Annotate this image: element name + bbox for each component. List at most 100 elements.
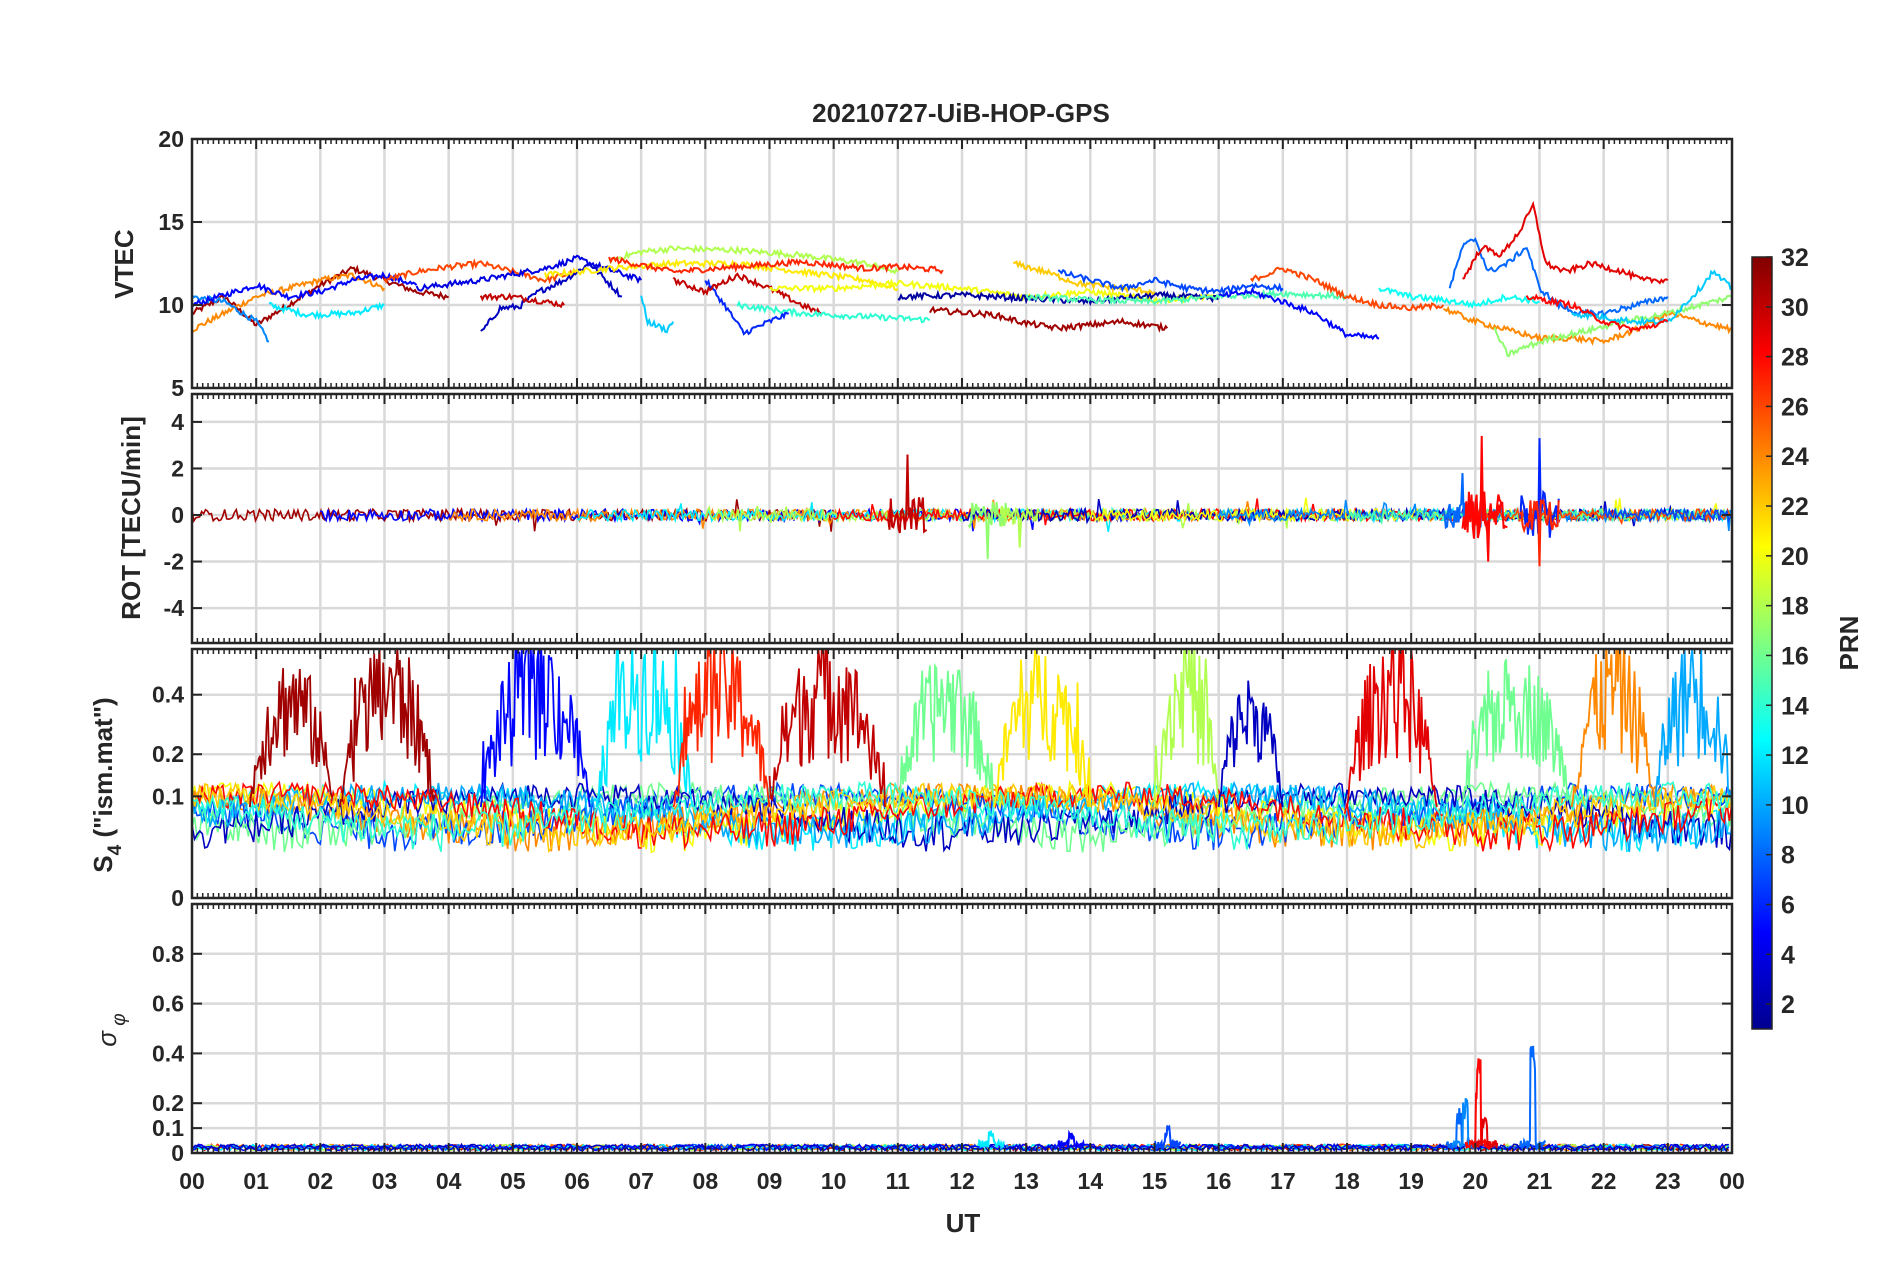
vtec-series-line [640, 295, 675, 334]
y-tick-label: 15 [158, 209, 184, 235]
s4-active-line [993, 649, 1092, 808]
rot-ticks: -4 -2 0 2 4 [164, 394, 1733, 643]
s4-active-line [1570, 649, 1656, 808]
s4-active-line [1153, 649, 1220, 808]
y-tick-label: 0.2 [152, 1090, 184, 1116]
vtec-series-line [929, 305, 1169, 333]
s4-active-line [248, 668, 333, 808]
sigma-spike [1057, 1129, 1085, 1151]
colorbar-tick-label: 32 [1781, 244, 1809, 272]
colorbar-tick-label: 4 [1781, 941, 1795, 969]
x-tick-label: 13 [1013, 1168, 1039, 1194]
x-tick-label: 21 [1527, 1168, 1553, 1194]
x-axis-label: UT [946, 1208, 981, 1238]
x-tick-label: 11 [886, 1168, 911, 1194]
chart-title: 20210727-UiB-HOP-GPS [812, 98, 1110, 128]
vtec-series [192, 200, 1732, 358]
rot-ylabel: ROT [TECU/min] [116, 416, 146, 620]
vtec-series-line [1378, 287, 1540, 310]
x-tick-label: 06 [564, 1168, 590, 1194]
vtec-ylabel: VTEC [109, 229, 139, 299]
y-tick-label: 10 [158, 292, 184, 318]
colorbar-tick-label: 2 [1781, 991, 1795, 1019]
s4-baseline-line [192, 781, 1732, 854]
vtec-series-line [1448, 237, 1669, 318]
x-tick-label: 10 [821, 1168, 847, 1194]
vtec-ticks: 5 10 15 20 [158, 126, 1733, 401]
vtec-series-line [672, 272, 822, 315]
vtec-series-line [1057, 268, 1284, 297]
x-tick-label: 00 [1719, 1168, 1745, 1194]
s4-baseline-line [192, 780, 1732, 853]
s4-active-line [1461, 658, 1573, 808]
y-tick-label: -2 [164, 549, 184, 575]
colorbar-tick-label: 24 [1781, 443, 1809, 471]
y-tick-label: -4 [164, 595, 185, 621]
x-tick-labels: 00 01 02 03 04 05 06 07 08 09 10 11 12 13 14 15 16 17 18 19… [179, 1168, 1745, 1194]
s4-active-line [1346, 649, 1438, 808]
y-tick-label: 4 [171, 409, 184, 435]
vtec-series-line [1025, 288, 1348, 306]
sigma-spike [1519, 1045, 1547, 1152]
s4-active-line [896, 662, 995, 808]
s4-ticks: 0 0.1 0.2 0.4 [152, 649, 1733, 911]
y-tick-label: 20 [158, 126, 184, 152]
vtec-series-line [543, 258, 899, 292]
y-tick-label: 0.1 [152, 1115, 184, 1141]
s4-active-line [338, 649, 436, 808]
y-tick-label: 2 [171, 455, 184, 481]
x-tick-label: 20 [1463, 1168, 1489, 1194]
colorbar-tick-label: 6 [1781, 891, 1795, 919]
y-tick-label: 0.6 [152, 991, 184, 1017]
y-tick-label: 0.2 [152, 741, 184, 767]
vtec-series-line [1571, 269, 1732, 327]
vtec-series-line [479, 292, 565, 309]
x-tick-label: 19 [1398, 1168, 1424, 1194]
x-tick-label: 12 [949, 1168, 975, 1194]
x-tick-label: 02 [308, 1168, 334, 1194]
x-tick-label: 08 [693, 1168, 719, 1194]
y-tick-label: 5 [171, 375, 184, 401]
x-tick-label: 00 [179, 1168, 205, 1194]
vtec-series-line [480, 263, 623, 332]
s4-active-line [1217, 680, 1284, 808]
colorbar-tick-label: 30 [1781, 294, 1809, 322]
rot-spike [887, 454, 928, 534]
x-tick-label: 01 [243, 1168, 269, 1194]
vtec-series-line [736, 300, 931, 324]
vtec-series-line [1218, 286, 1380, 341]
s4-active-line [1654, 649, 1732, 808]
plot-area [192, 200, 1732, 358]
vtec-series-line [383, 258, 578, 285]
x-tick-label: 07 [628, 1168, 654, 1194]
x-tick-label: 18 [1334, 1168, 1360, 1194]
x-tick-label: 03 [372, 1168, 398, 1194]
colorbar-tick-label: 28 [1781, 344, 1809, 372]
s4-active-line [479, 649, 591, 808]
colorbar-tick-label: 12 [1781, 742, 1809, 770]
vtec-series-line [192, 272, 386, 334]
x-tick-label: 14 [1078, 1168, 1104, 1194]
y-tick-label: 0 [171, 502, 184, 528]
vtec-series-line [1250, 266, 1445, 312]
colorbar-tick-label: 14 [1781, 692, 1809, 720]
x-tick-label: 23 [1655, 1168, 1681, 1194]
y-tick-label: 0.8 [152, 941, 184, 967]
s4-active-line [595, 649, 694, 808]
vtec-series-line [1525, 293, 1669, 334]
colorbar-tick-label: 8 [1781, 842, 1795, 870]
vtec-grid [192, 139, 1732, 388]
y-tick-label: 0 [171, 1140, 184, 1166]
sigma-ticks: 00.10.2 0.4 0.6 0.8 [152, 904, 1733, 1166]
rot-spike [1468, 498, 1508, 562]
x-tick-label: 17 [1270, 1168, 1296, 1194]
y-tick-label: 0.4 [152, 1040, 184, 1066]
s4-baseline-line [192, 780, 1732, 853]
colorbar-tick-label: 18 [1781, 593, 1809, 621]
s4-baseline-line [192, 780, 1732, 853]
colorbar-tick-label: 26 [1781, 393, 1809, 421]
colorbar-tick-label: 22 [1781, 493, 1809, 521]
s4-active-line [768, 649, 886, 808]
